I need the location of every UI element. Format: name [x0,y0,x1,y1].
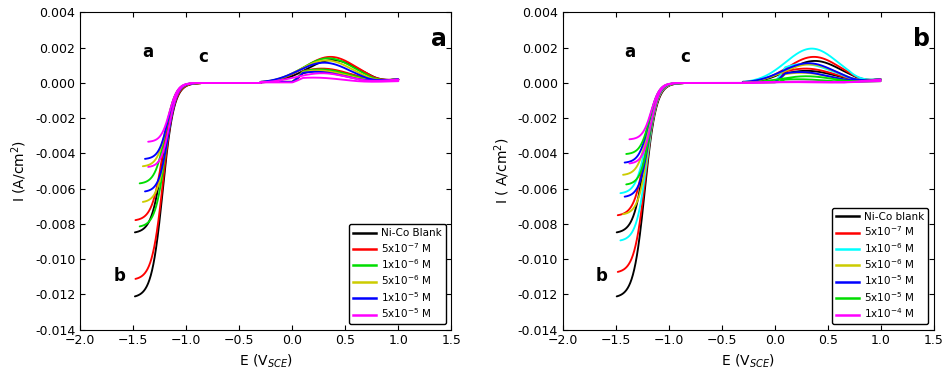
Text: b: b [596,267,607,285]
Text: a: a [624,43,635,61]
Text: b: b [912,27,929,51]
X-axis label: E (V$_{SCE}$): E (V$_{SCE}$) [239,353,293,370]
Text: a: a [430,27,447,51]
Y-axis label: I (A/cm$^2$): I (A/cm$^2$) [9,140,29,202]
X-axis label: E (V$_{SCE}$): E (V$_{SCE}$) [720,353,774,370]
Text: a: a [142,43,153,61]
Text: c: c [680,48,690,66]
Text: c: c [198,48,208,66]
Legend: Ni-Co blank, 5x10$^{-7}$ M, 1x10$^{-6}$ M, 5x10$^{-6}$ M, 1x10$^{-5}$ M, 5x10$^{: Ni-Co blank, 5x10$^{-7}$ M, 1x10$^{-6}$ … [831,207,927,324]
Y-axis label: I ( A/cm$^2$): I ( A/cm$^2$) [492,138,512,204]
Legend: Ni-Co Blank, 5x10$^{-7}$ M, 1x10$^{-6}$ M, 5x10$^{-6}$ M, 1x10$^{-5}$ M, 5x10$^{: Ni-Co Blank, 5x10$^{-7}$ M, 1x10$^{-6}$ … [348,224,446,324]
Text: b: b [113,267,126,285]
